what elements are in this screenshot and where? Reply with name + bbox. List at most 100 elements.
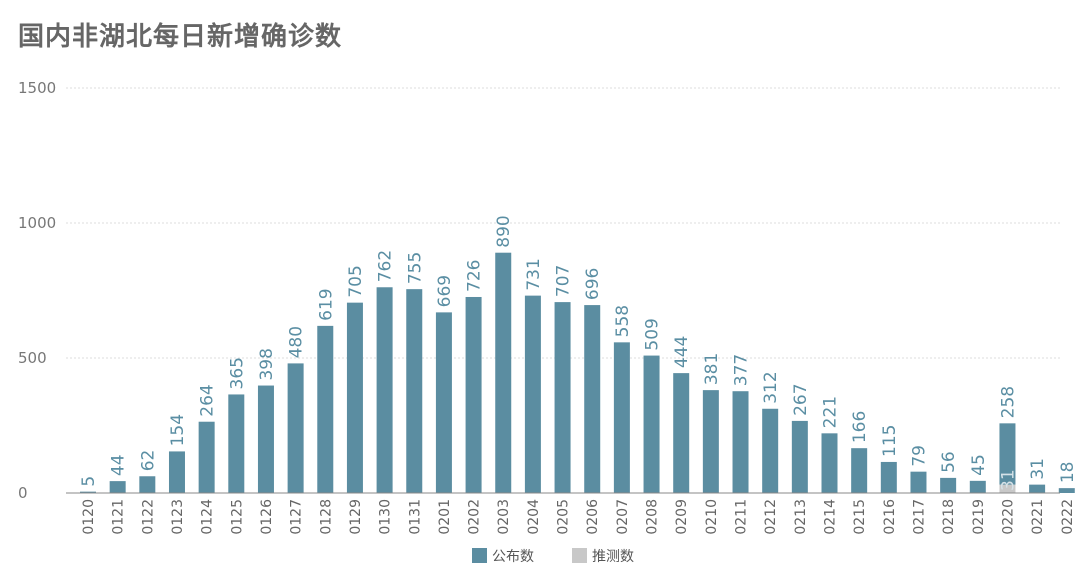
x-tick-label: 0207 bbox=[615, 499, 631, 535]
y-tick-label: 0 bbox=[18, 484, 28, 502]
x-tick-label: 0221 bbox=[1030, 499, 1046, 535]
chart-title: 国内非湖北每日新增确诊数 bbox=[18, 22, 343, 52]
data-label: 705 bbox=[346, 265, 366, 297]
x-tick-label: 0211 bbox=[734, 499, 750, 535]
x-tick-label: 0215 bbox=[852, 499, 868, 535]
bar-published bbox=[643, 355, 660, 493]
data-label: 726 bbox=[465, 260, 485, 292]
data-label: 558 bbox=[613, 305, 633, 337]
x-tick-label: 0122 bbox=[140, 499, 156, 535]
data-label: 258 bbox=[998, 386, 1018, 418]
data-label: 509 bbox=[643, 318, 663, 350]
data-label: 62 bbox=[138, 450, 158, 472]
data-label: 619 bbox=[316, 288, 336, 320]
x-tick-label: 0205 bbox=[556, 499, 572, 535]
x-tick-label: 0216 bbox=[882, 499, 898, 535]
bar-published bbox=[435, 312, 452, 493]
x-tick-label: 0125 bbox=[229, 499, 245, 535]
bar-published bbox=[495, 252, 512, 493]
bar-published bbox=[524, 295, 541, 493]
x-tick-label: 0129 bbox=[348, 499, 364, 535]
bar-published bbox=[821, 433, 838, 493]
x-tick-label: 0222 bbox=[1060, 499, 1076, 535]
bar-published bbox=[109, 481, 126, 493]
data-label: 166 bbox=[850, 411, 870, 443]
bar-published bbox=[376, 287, 393, 493]
legend-label: 公布数 bbox=[492, 549, 534, 565]
x-tick-label: 0130 bbox=[378, 499, 394, 535]
data-label: 267 bbox=[791, 383, 811, 415]
bar-published bbox=[969, 480, 986, 493]
bar-estimated bbox=[999, 484, 1016, 493]
bar-published bbox=[673, 373, 690, 493]
data-label: 381 bbox=[702, 353, 722, 385]
data-label: 444 bbox=[672, 336, 692, 368]
x-tick-label: 0220 bbox=[1000, 499, 1016, 535]
bar-published bbox=[317, 325, 334, 493]
data-label: 731 bbox=[524, 258, 544, 290]
x-tick-label: 0206 bbox=[585, 499, 601, 535]
legend-label: 推测数 bbox=[592, 549, 634, 565]
bar-published bbox=[732, 391, 749, 493]
x-tick-label: 0128 bbox=[318, 499, 334, 535]
data-label: 45 bbox=[969, 454, 989, 476]
data-label: 377 bbox=[732, 354, 752, 386]
bar-published bbox=[168, 451, 185, 493]
x-tick-label: 0213 bbox=[793, 499, 809, 535]
x-tick-label: 0121 bbox=[111, 499, 127, 535]
x-tick-label: 0127 bbox=[289, 499, 305, 535]
bar-published bbox=[940, 477, 957, 493]
x-tick-label: 0126 bbox=[259, 499, 275, 535]
bar-published bbox=[910, 471, 927, 493]
x-tick-label: 0218 bbox=[941, 499, 957, 535]
y-tick-label: 500 bbox=[18, 349, 47, 367]
bar-published bbox=[80, 491, 96, 493]
y-tick-label: 1000 bbox=[18, 214, 56, 232]
bar-published bbox=[880, 461, 897, 493]
bar-published bbox=[1058, 488, 1075, 493]
bar-published bbox=[139, 476, 156, 493]
data-label: 312 bbox=[761, 371, 781, 403]
data-label: 56 bbox=[939, 451, 959, 473]
bar-published bbox=[346, 302, 363, 493]
bar-published bbox=[1029, 484, 1046, 493]
bar-published bbox=[228, 394, 245, 493]
legend-swatch bbox=[572, 548, 587, 563]
bar-published bbox=[554, 302, 571, 493]
data-label: 18 bbox=[1058, 461, 1078, 483]
x-tick-label: 0210 bbox=[704, 499, 720, 535]
x-tick-label: 0219 bbox=[971, 499, 987, 535]
x-tick-label: 0203 bbox=[496, 499, 512, 535]
data-label: 264 bbox=[198, 384, 218, 416]
x-tick-label: 0208 bbox=[645, 499, 661, 535]
data-label: 365 bbox=[227, 357, 247, 389]
data-label: 398 bbox=[257, 348, 277, 380]
bar-published bbox=[257, 385, 274, 493]
x-tick-label: 0123 bbox=[170, 499, 186, 535]
x-tick-label: 0202 bbox=[467, 499, 483, 535]
bar-published bbox=[287, 363, 304, 493]
bar-published bbox=[465, 296, 482, 493]
data-label: 696 bbox=[583, 268, 603, 300]
data-label: 79 bbox=[909, 445, 929, 467]
x-tick-label: 0120 bbox=[81, 499, 97, 535]
data-label: 115 bbox=[880, 424, 900, 456]
x-tick-label: 0201 bbox=[437, 499, 453, 535]
data-label: 480 bbox=[287, 326, 307, 358]
bar-published bbox=[702, 390, 719, 493]
data-label: 31 bbox=[1028, 458, 1048, 480]
bar-published bbox=[406, 289, 423, 493]
x-tick-label: 0209 bbox=[674, 499, 690, 535]
data-label: 44 bbox=[109, 454, 129, 476]
y-tick-label: 1500 bbox=[18, 79, 56, 97]
bar-published bbox=[999, 423, 1016, 485]
x-tick-label: 0131 bbox=[407, 499, 423, 535]
data-label: 669 bbox=[435, 275, 455, 307]
data-label: 762 bbox=[376, 250, 396, 282]
bar-published bbox=[584, 305, 601, 493]
x-tick-label: 0124 bbox=[200, 499, 216, 535]
x-tick-label: 0217 bbox=[911, 499, 927, 535]
bar-published bbox=[851, 448, 868, 493]
data-label: 890 bbox=[494, 215, 514, 247]
